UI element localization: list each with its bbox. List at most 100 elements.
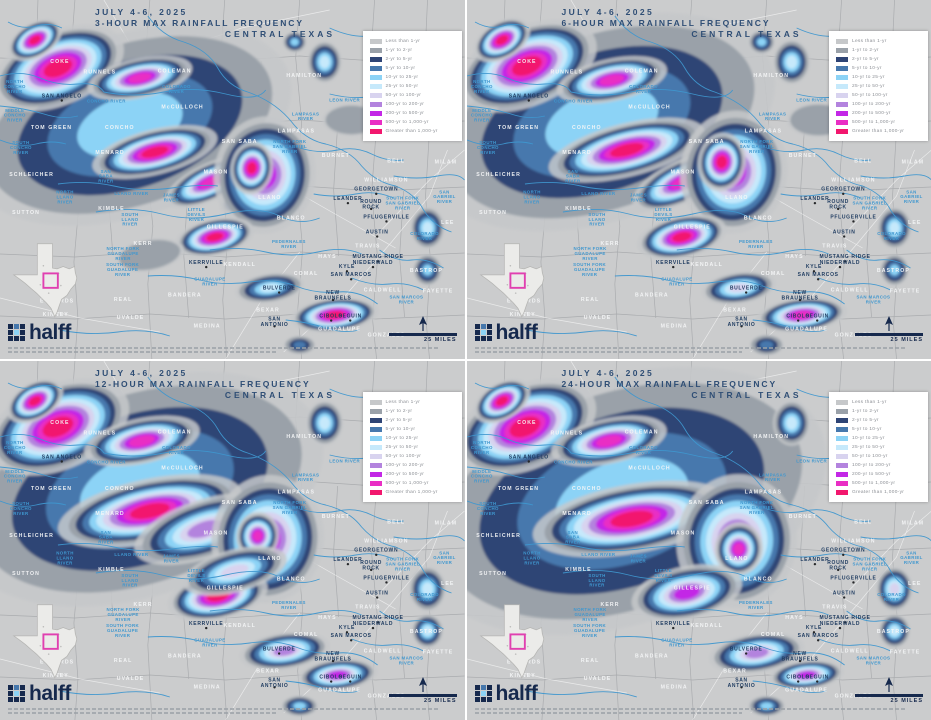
svg-text:BANDERA: BANDERA [635,293,669,299]
svg-text:AUSTIN: AUSTIN [366,229,389,235]
legend-swatch [836,426,848,433]
svg-text:McCULLOCH: McCULLOCH [161,465,203,471]
svg-text:BURNET: BURNET [788,153,816,159]
svg-text:AUSTIN: AUSTIN [832,229,855,235]
scale-label: 25 MILES [890,698,923,704]
legend-swatch [369,399,382,406]
legend-swatch [836,83,848,90]
legend-item: 200-yr to 500-yr [836,470,922,479]
legend-item: 5-yr to 10-yr [836,64,922,73]
legend-label: 50-yr to 100-yr [385,93,422,98]
svg-text:FAYETTE: FAYETTE [423,289,454,295]
svg-text:GUADALUPE: GUADALUPE [318,688,361,694]
legend-item: 2-yr to 5-yr [369,416,456,425]
legend-label: 5-yr to 10-yr [852,66,882,71]
svg-text:MUSTANG RIDGE: MUSTANG RIDGE [819,615,870,621]
attribution-text [474,346,907,355]
svg-text:MILAM: MILAM [901,159,923,165]
legend-item: Less than 1-yr [836,37,922,46]
svg-text:NIEDERWALD: NIEDERWALD [353,621,393,627]
svg-text:MILAM: MILAM [901,520,923,526]
map-title: JULY 4-6, 2025 12-HOUR MAX RAINFALL FREQ… [95,368,335,401]
svg-text:BASTROP: BASTROP [876,629,909,635]
legend-label: 500-yr to 1,000-yr [852,481,896,486]
svg-text:NIEDERWALD: NIEDERWALD [353,260,393,266]
svg-text:COKE: COKE [517,59,536,65]
scale-label: 25 MILES [424,337,457,343]
svg-text:SCHLEICHER: SCHLEICHER [9,533,54,539]
legend-item: 50-yr to 100-yr [369,452,456,461]
svg-text:BLANCO: BLANCO [743,215,772,221]
svg-text:CONCHO: CONCHO [572,125,602,131]
halff-logo: halff [474,683,538,704]
svg-text:MENARD: MENARD [562,511,591,517]
svg-text:SAN MARCOS: SAN MARCOS [797,272,838,278]
svg-text:SCHLEICHER: SCHLEICHER [9,172,54,178]
svg-text:HAMILTON: HAMILTON [286,434,322,440]
svg-text:HAYS: HAYS [318,254,336,260]
svg-text:KERRVILLE: KERRVILLE [189,621,223,627]
svg-text:GUADALUPE: GUADALUPE [785,327,828,333]
svg-text:BASTROP: BASTROP [876,268,909,274]
legend-item: 100-yr to 200-yr [369,100,456,109]
legend-swatch [836,110,848,117]
legend-swatch [369,128,382,135]
svg-text:SAN ANGELO: SAN ANGELO [508,454,548,460]
svg-text:LEE: LEE [441,581,454,587]
svg-text:MEDINA: MEDINA [660,684,687,690]
legend-item: 100-yr to 200-yr [836,461,922,470]
svg-text:CIBOLO: CIBOLO [786,313,810,319]
legend-item: Greater than 1,000-yr [836,488,922,497]
svg-text:LEANDER: LEANDER [800,196,829,202]
svg-text:HAYS: HAYS [785,615,803,621]
svg-text:MENARD: MENARD [95,511,124,517]
legend-item: 200-yr to 500-yr [369,109,456,118]
halff-logo-text: halff [29,321,71,344]
legend-item: 5-yr to 10-yr [836,425,922,434]
extent-box [508,272,526,289]
legend-label: 100-yr to 200-yr [852,102,891,107]
legend-item: 2-yr to 5-yr [836,416,922,425]
svg-text:LLANO RIVER: LLANO RIVER [114,191,148,196]
svg-text:LEANDER: LEANDER [800,557,829,563]
legend-swatch [369,462,382,469]
legend-swatch [369,471,382,478]
legend-label: 10-yr to 25-yr [852,436,885,441]
svg-text:GUADALUPE: GUADALUPE [318,327,361,333]
svg-text:KIMBLE: KIMBLE [98,206,124,212]
legend-swatch [369,426,382,433]
texas-inset [12,243,90,319]
legend-swatch [369,101,382,108]
svg-text:GUADALUPE: GUADALUPE [785,688,828,694]
legend-item: 1-yr to 2-yr [836,46,922,55]
svg-text:CONCHO: CONCHO [105,125,135,131]
map-title-region: CENTRAL TEXAS [691,390,802,400]
